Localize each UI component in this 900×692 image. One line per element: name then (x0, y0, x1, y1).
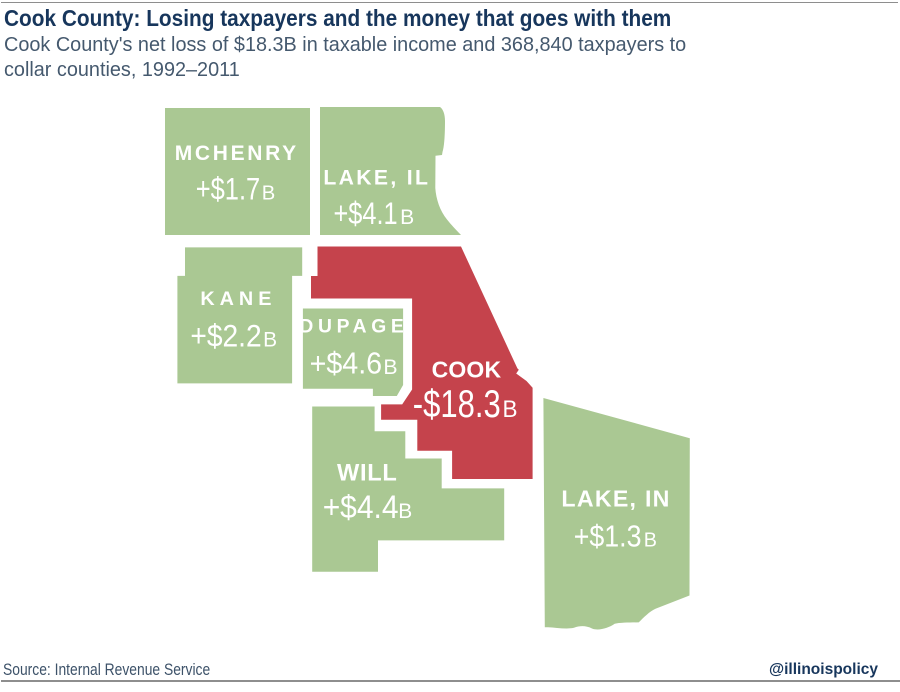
svg-text:B: B (383, 356, 397, 379)
svg-text:B: B (262, 182, 276, 204)
svg-text:B: B (400, 206, 414, 229)
svg-text:B: B (263, 329, 277, 352)
svg-text:+$4.4: +$4.4 (323, 489, 399, 525)
svg-text:COOK: COOK (432, 356, 502, 382)
svg-text:MCHENRY: MCHENRY (175, 142, 297, 165)
svg-text:+$1.7: +$1.7 (196, 172, 260, 207)
svg-text:+$1.3: +$1.3 (574, 520, 642, 554)
svg-text:+$2.2: +$2.2 (190, 317, 261, 353)
svg-text:B: B (398, 499, 412, 523)
svg-text:+$4.1: +$4.1 (334, 195, 398, 231)
svg-text:WILL: WILL (337, 461, 397, 487)
svg-text:B: B (644, 528, 657, 551)
svg-text:-$18.3: -$18.3 (413, 383, 501, 426)
svg-text:LAKE, IL: LAKE, IL (323, 166, 428, 189)
svg-text:B: B (503, 396, 518, 423)
svg-text:LAKE, IN: LAKE, IN (561, 486, 669, 512)
svg-text:+$4.6: +$4.6 (310, 346, 383, 381)
